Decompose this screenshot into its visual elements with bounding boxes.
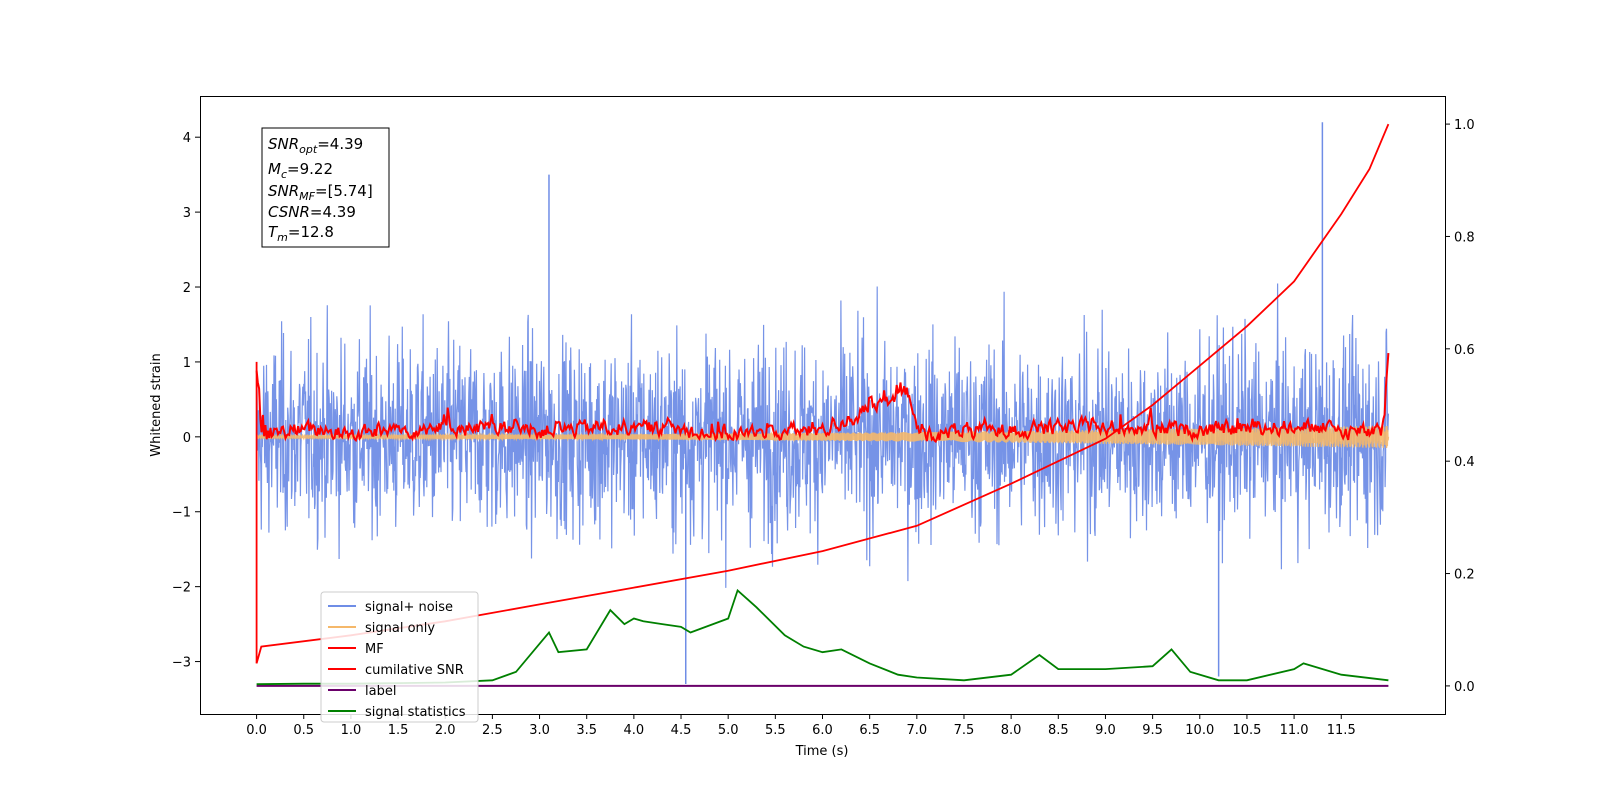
y2-tick-label: 0.2 <box>1454 568 1475 583</box>
series-mf <box>255 353 1390 444</box>
legend-label: signal+ noise <box>365 600 453 615</box>
y-axis-label: Whitened strain <box>149 353 164 456</box>
x-tick-label: 9.5 <box>1142 723 1163 738</box>
stats-annotation-box: SNRopt=4.39 Mc=9.22 SNRMF=[5.74] CSNR=4.… <box>261 127 390 248</box>
y-tick-label: −3 <box>172 656 191 671</box>
y-tick-label: −1 <box>172 506 191 521</box>
legend-label: signal statistics <box>365 705 466 720</box>
legend-label: signal only <box>365 621 435 636</box>
annotation-snr-mf-value: =[5.74] <box>315 182 373 200</box>
y2-tick-label: 0.4 <box>1454 455 1475 470</box>
legend-item: signal statistics <box>328 705 466 720</box>
legend-item: signal only <box>328 621 435 636</box>
y-tick-label: 0 <box>183 431 191 446</box>
x-tick-label: 8.5 <box>1048 723 1069 738</box>
x-axis: 0.0 0.5 1.0 1.5 2.0 2.5 3.0 3.5 4.0 4.5 5.0 5.5 6.0 6… <box>246 714 1356 738</box>
x-tick-label: 10.0 <box>1185 723 1214 738</box>
x-tick-label: 6.5 <box>859 723 880 738</box>
x-tick-label: 3.5 <box>576 723 597 738</box>
x-tick-label: 5.5 <box>765 723 786 738</box>
annotation-tm-value: =12.8 <box>288 223 334 241</box>
legend-label: label <box>365 684 396 699</box>
y2-tick-label: 0.8 <box>1454 230 1475 245</box>
annotation-frame <box>261 127 390 248</box>
y-tick-label: −2 <box>172 581 191 596</box>
x-tick-label: 7.5 <box>954 723 975 738</box>
legend-frame <box>320 591 479 723</box>
annotation-snr-opt: SNRopt=4.39 <box>268 135 363 156</box>
x-tick-label: 5.0 <box>718 723 739 738</box>
annotation-tm: Tm=12.8 <box>268 223 334 244</box>
annotation-snr-opt-value: =4.39 <box>317 135 363 153</box>
x-tick-label: 8.0 <box>1001 723 1022 738</box>
x-tick-label: 3.0 <box>529 723 550 738</box>
x-tick-label: 2.0 <box>435 723 456 738</box>
annotation-snr-mf: SNRMF=[5.74] <box>268 182 373 203</box>
legend-item: MF <box>328 642 384 657</box>
x-tick-label: 11.0 <box>1280 723 1309 738</box>
y2-tick-label: 0.0 <box>1454 680 1475 695</box>
x-tick-label: 0.0 <box>246 723 267 738</box>
y-tick-label: 4 <box>183 131 191 146</box>
legend-item: cumilative SNR <box>328 663 464 678</box>
y2-tick-label: 1.0 <box>1454 118 1475 133</box>
x-tick-label: 4.0 <box>624 723 645 738</box>
annotation-mc: Mc=9.22 <box>268 160 333 181</box>
y2-tick-label: 0.6 <box>1454 343 1475 358</box>
legend-item: label <box>328 684 396 699</box>
y-tick-label: 3 <box>183 206 191 221</box>
legend-label: cumilative SNR <box>365 663 464 678</box>
annotation-csnr-value: =4.39 <box>310 203 356 221</box>
legend-label: MF <box>365 642 384 657</box>
y-tick-label: 2 <box>183 281 191 296</box>
x-tick-label: 0.5 <box>293 723 314 738</box>
x-tick-label: 1.5 <box>388 723 409 738</box>
annotation-mc-value: =9.22 <box>287 160 333 178</box>
x-tick-label: 10.5 <box>1232 723 1261 738</box>
y-axis-left: −3 −2 −1 0 1 2 3 4 <box>172 131 200 671</box>
x-axis-label: Time (s) <box>795 744 849 759</box>
x-tick-label: 11.5 <box>1327 723 1356 738</box>
x-tick-label: 6.0 <box>812 723 833 738</box>
x-tick-label: 7.0 <box>906 723 927 738</box>
y-axis-right: 0.0 0.2 0.4 0.6 0.8 1.0 <box>1445 118 1475 695</box>
x-tick-label: 1.0 <box>341 723 362 738</box>
series-signal-only <box>255 425 1390 449</box>
y-tick-label: 1 <box>183 356 191 371</box>
x-tick-label: 4.5 <box>671 723 692 738</box>
x-tick-label: 2.5 <box>482 723 503 738</box>
series-signal-statistics <box>256 588 1389 686</box>
legend: signal+ noise signal only MF cumilative SNR… <box>320 591 479 723</box>
annotation-csnr: CSNR=4.39 <box>268 203 356 221</box>
legend-item: signal+ noise <box>328 600 453 615</box>
x-tick-label: 9.0 <box>1095 723 1116 738</box>
